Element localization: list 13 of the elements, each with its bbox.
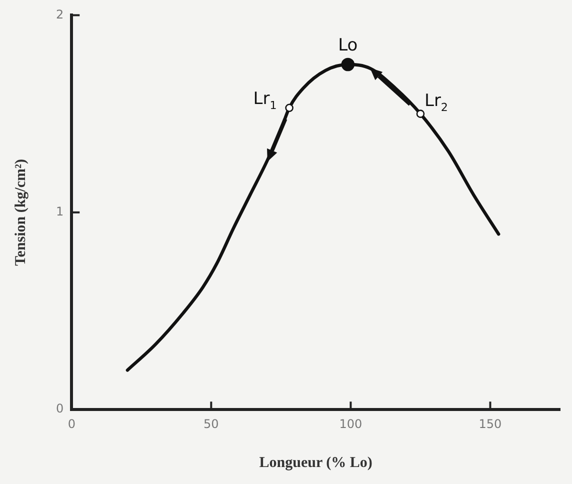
y-axis-title: Tension (kg/cm²) xyxy=(12,158,29,266)
point xyxy=(416,110,425,118)
x-axis-title: Longueur (% Lo) xyxy=(259,454,372,471)
x-tick-label: 100 xyxy=(339,416,362,431)
y-tick-label: 2 xyxy=(56,7,64,22)
point xyxy=(341,58,355,72)
point xyxy=(285,104,294,112)
x-tick-label: 150 xyxy=(478,416,502,431)
y-tick-label: 0 xyxy=(56,402,64,416)
x-tick-label: 0 xyxy=(68,416,76,431)
annotation: Lo xyxy=(338,36,358,56)
y-tick-label: 1 xyxy=(56,204,64,219)
x-tick-label: 50 xyxy=(204,416,219,431)
